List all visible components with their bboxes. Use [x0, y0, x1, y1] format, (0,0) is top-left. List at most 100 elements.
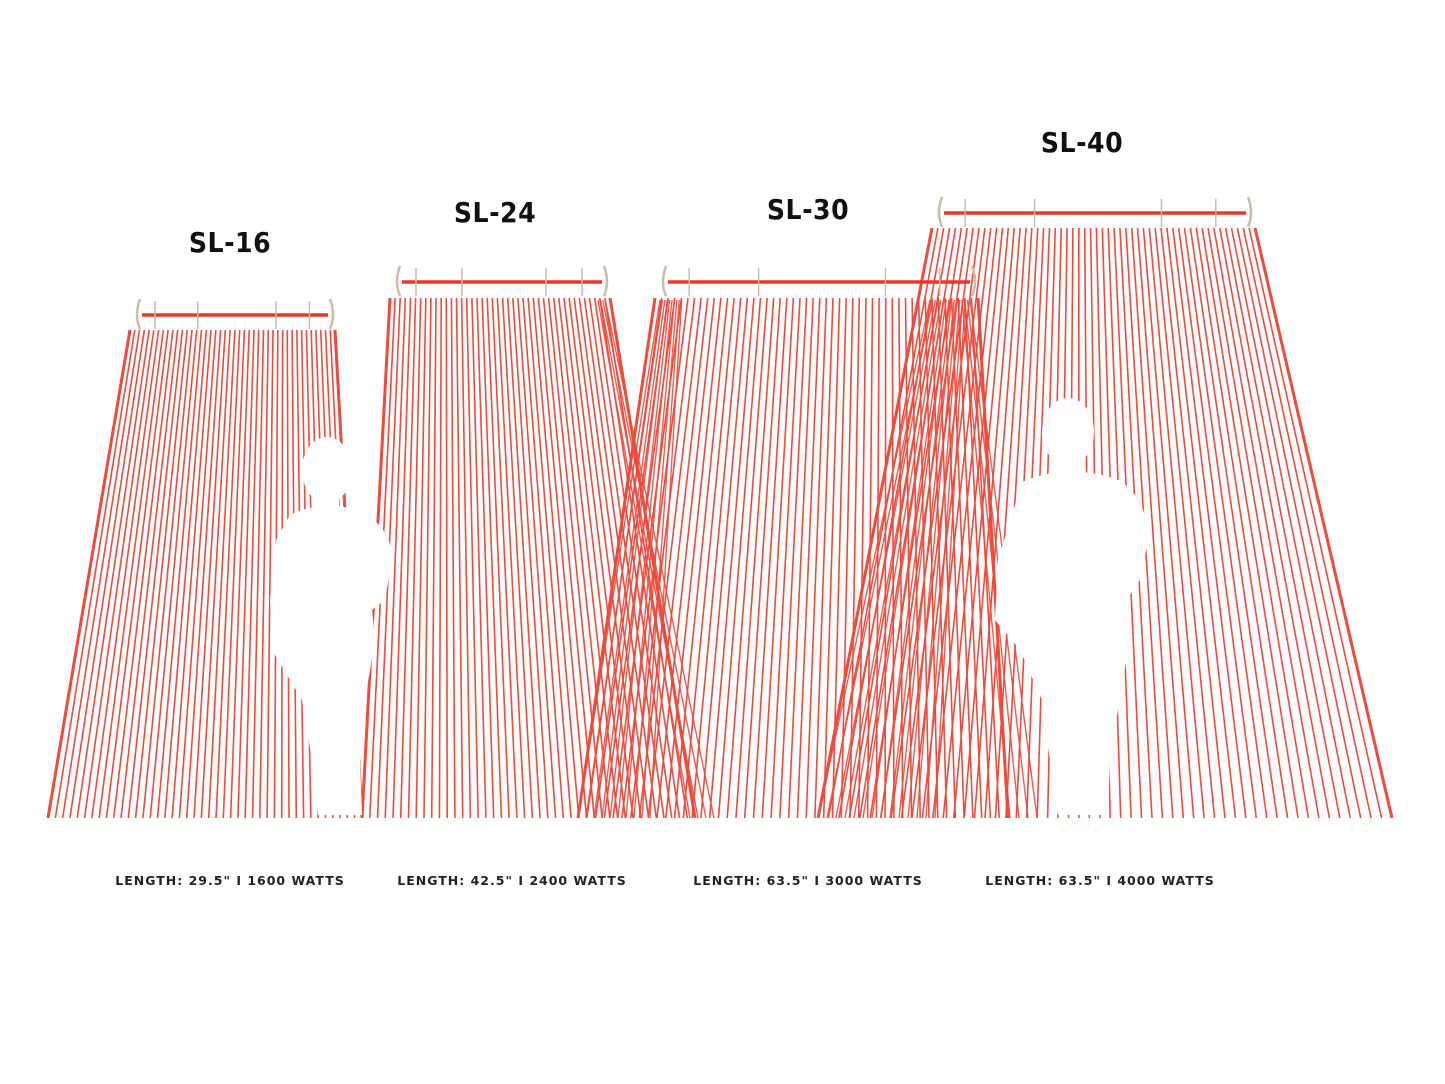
sl40-beam-line — [1136, 227, 1185, 819]
overlap-beam-line — [817, 299, 931, 819]
sl24-beam-line — [547, 297, 603, 819]
sl30-beam-line — [603, 297, 676, 819]
sl40-beam-line — [1148, 227, 1205, 819]
sl30-beam-line — [752, 297, 788, 819]
overlap-beam-line — [604, 299, 715, 819]
sl40-beam-line — [1160, 227, 1226, 819]
sl30-beam-line — [898, 297, 904, 819]
sl16-beam-line — [193, 329, 227, 819]
sl24-beam-line — [471, 297, 487, 819]
sl40-beam-line — [1172, 227, 1247, 819]
sl40-beam-line — [869, 227, 963, 819]
sl24-beam-line — [522, 297, 565, 819]
sl24-beam-line — [430, 297, 437, 819]
sl30-beam-line — [917, 297, 930, 819]
sl24-beam-line — [415, 297, 427, 819]
sl24-heat-beams — [360, 297, 715, 819]
sl40-beam-line — [1177, 227, 1258, 819]
sl30-beam-line — [735, 297, 775, 819]
sl40-beam-line — [984, 227, 1027, 819]
sl16-beam-line — [178, 329, 217, 819]
sl40-beam-line — [1189, 227, 1278, 819]
sl24-beam-line — [445, 297, 449, 819]
sl40-beam-line — [1248, 227, 1383, 819]
sl24-title: SL-24 — [454, 196, 536, 229]
sl24-beam-line — [450, 297, 456, 819]
sl16-beam-line — [237, 329, 255, 819]
sl30-beam-line — [586, 297, 663, 819]
overlap-beam-line — [907, 299, 958, 819]
sl30-beam-line — [787, 297, 814, 819]
sl24-beam-line — [608, 297, 697, 819]
sl40-end-bracket — [1246, 196, 1253, 228]
sl24-beam-line — [465, 297, 479, 819]
sl24-beam-line — [552, 297, 611, 819]
sl30-beam-line — [612, 297, 683, 819]
sl30-beam-line — [822, 297, 841, 819]
sl16-beam-line — [112, 329, 174, 819]
sl30-beam-line — [770, 297, 801, 819]
overlap-beam-line — [593, 299, 666, 819]
sl24-beam-line — [491, 297, 518, 819]
sl40-beam-line — [1230, 227, 1352, 819]
sl24-end-bracket — [395, 265, 402, 297]
sl30-spec: LENGTH: 63.5" I 3000 WATTS — [693, 873, 922, 888]
sl40-beam-line — [827, 227, 939, 819]
sl30-heater-bar — [661, 265, 977, 297]
sl24-beam-line — [460, 297, 472, 819]
sl40-beam-line — [858, 227, 957, 819]
overlap-beam-line — [599, 299, 699, 819]
overlap-beam-line — [853, 299, 942, 819]
sl40-beam-line — [816, 227, 934, 819]
sl30-beam-line — [911, 297, 921, 819]
sl16-beam-line — [54, 329, 136, 819]
sl16-beam-line — [83, 329, 155, 819]
sl30-end-bracket — [661, 265, 668, 297]
sl40-beam-line — [1201, 227, 1299, 819]
sl16-beam-line — [149, 329, 198, 819]
overlap-beam-line — [871, 299, 947, 819]
sl24-beam-line — [593, 297, 673, 819]
sl40-beam-line — [838, 227, 945, 819]
sl24-beam-line — [583, 297, 658, 819]
sl24-beam-line — [568, 297, 634, 819]
sl16-end-bracket — [135, 298, 142, 330]
sl16-beam-line — [266, 329, 274, 819]
sl30-beam-line — [950, 297, 974, 819]
sl24-beam-line — [506, 297, 541, 819]
sl16-beam-line — [185, 329, 222, 819]
sl16-beam-line — [215, 329, 241, 819]
sl40-beam-line — [900, 227, 980, 819]
sl40-beam-line — [1183, 227, 1268, 819]
overlap-beam-line — [934, 299, 966, 819]
sl30-beam-line — [779, 297, 808, 819]
sl30-beam-line — [708, 297, 755, 819]
sl16-beam-line — [207, 329, 236, 819]
sl30-beam-line — [700, 297, 749, 819]
sl30-beam-line — [840, 297, 854, 819]
sl30-heat-beams — [576, 297, 1038, 819]
sl16-beam-line — [244, 329, 260, 819]
sl30-beam-line — [743, 297, 781, 819]
sl40-beam-line — [1195, 227, 1289, 819]
sl16-beam-line — [91, 329, 160, 819]
sl30-beam-line — [944, 297, 965, 819]
sl24-beam-line — [604, 297, 689, 819]
sl30-beam-line — [673, 297, 729, 819]
sl16-beam-line — [259, 329, 270, 819]
sl30-beam-line — [761, 297, 795, 819]
sl16-beam-line — [61, 329, 141, 819]
sl16-spec: LENGTH: 29.5" I 1600 WATTS — [115, 873, 344, 888]
heater-units — [135, 196, 1253, 330]
sl40-title: SL-40 — [1041, 126, 1123, 159]
sl40-beam-line — [932, 227, 998, 819]
sl40-beam-line — [911, 227, 986, 819]
sl24-beam-line — [476, 297, 495, 819]
sl30-beam-line — [576, 297, 657, 819]
sl24-beam-line — [573, 297, 642, 819]
sl40-beam-line — [879, 227, 968, 819]
sl24-end-bracket — [602, 265, 609, 297]
sl24-beam-line — [392, 297, 412, 819]
overlap-beam-line — [889, 299, 953, 819]
sl30-beam-line — [682, 297, 735, 819]
